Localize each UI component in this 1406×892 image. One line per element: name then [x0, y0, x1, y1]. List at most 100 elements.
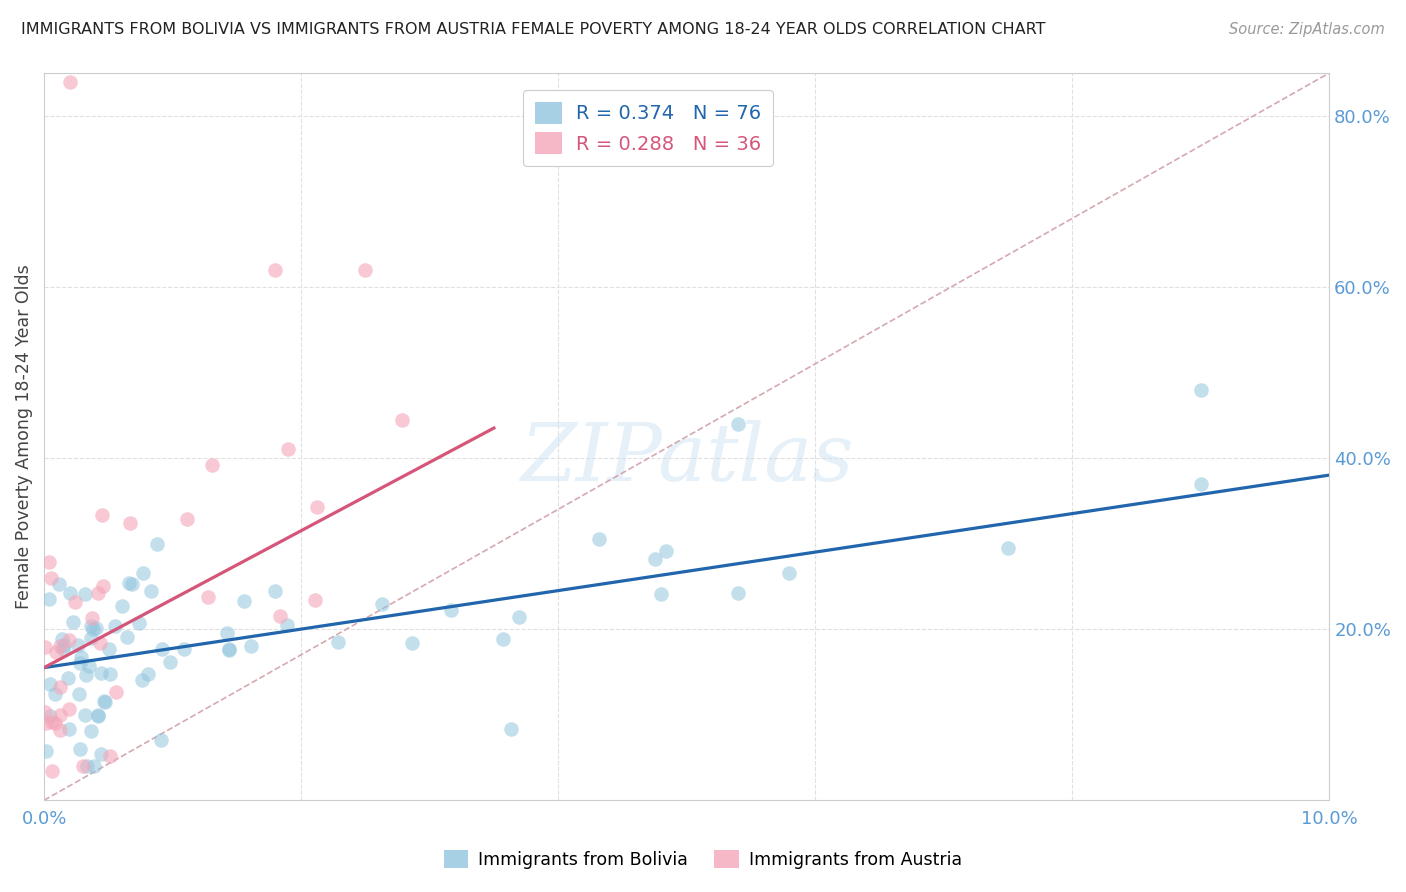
Point	[121, 577, 143, 591]
Point	[52, 642, 75, 657]
Point	[70, 649, 93, 664]
Point	[86, 708, 108, 723]
Text: ZIPatlas: ZIPatlas	[520, 419, 853, 497]
Point	[264, 583, 287, 598]
Point	[75, 587, 97, 601]
Point	[305, 500, 328, 515]
Point	[49, 723, 72, 738]
Point	[58, 702, 80, 716]
Point	[401, 636, 423, 650]
Point	[201, 458, 224, 473]
Point	[98, 642, 121, 657]
Point	[84, 621, 107, 635]
Point	[75, 708, 97, 723]
Point	[77, 658, 100, 673]
Point	[118, 575, 141, 590]
Legend: Immigrants from Bolivia, Immigrants from Austria: Immigrants from Bolivia, Immigrants from…	[437, 844, 969, 876]
Point	[239, 639, 262, 653]
Point	[87, 586, 110, 600]
Point	[58, 632, 80, 647]
Point	[82, 610, 104, 624]
Point	[104, 685, 127, 699]
Point	[38, 592, 60, 607]
Point	[370, 597, 392, 611]
Text: IMMIGRANTS FROM BOLIVIA VS IMMIGRANTS FROM AUSTRIA FEMALE POVERTY AMONG 18-24 YE: IMMIGRANTS FROM BOLIVIA VS IMMIGRANTS FR…	[21, 22, 1046, 37]
Point	[197, 590, 219, 604]
Point	[159, 655, 181, 669]
Point	[132, 566, 155, 580]
Point	[94, 695, 117, 709]
Point	[90, 666, 112, 681]
Point	[48, 680, 70, 694]
Point	[492, 632, 515, 646]
Point	[39, 571, 62, 585]
Point	[779, 566, 801, 580]
Point	[588, 532, 610, 546]
Point	[136, 666, 159, 681]
Legend: R = 0.374   N = 76, R = 0.288   N = 36: R = 0.374 N = 76, R = 0.288 N = 36	[523, 90, 773, 166]
Point	[49, 708, 72, 723]
Point	[440, 603, 463, 617]
Point	[233, 594, 256, 608]
Point	[149, 732, 172, 747]
Point	[62, 615, 84, 630]
Point	[83, 759, 105, 773]
Point	[35, 744, 58, 758]
Point	[59, 586, 82, 600]
Point	[499, 722, 522, 736]
Point	[98, 748, 121, 763]
Point	[44, 715, 66, 730]
Point	[80, 631, 103, 645]
Point	[176, 511, 198, 525]
Point	[66, 638, 89, 652]
Point	[41, 714, 63, 729]
Point	[58, 671, 80, 685]
Point	[59, 74, 82, 88]
Point	[508, 609, 530, 624]
Point	[75, 668, 97, 682]
Point	[89, 636, 111, 650]
Y-axis label: Female Poverty Among 18-24 Year Olds: Female Poverty Among 18-24 Year Olds	[15, 264, 32, 609]
Point	[91, 578, 114, 592]
Point	[104, 619, 127, 633]
Point	[128, 616, 150, 631]
Point	[49, 639, 72, 653]
Point	[67, 687, 90, 701]
Point	[87, 708, 110, 723]
Point	[173, 642, 195, 657]
Point	[655, 544, 678, 558]
Point	[98, 666, 121, 681]
Point	[45, 645, 67, 659]
Point	[727, 417, 749, 431]
Point	[131, 673, 153, 687]
Point	[264, 262, 287, 277]
Point	[218, 643, 240, 657]
Point	[328, 634, 350, 648]
Point	[69, 742, 91, 756]
Point	[276, 618, 298, 632]
Point	[34, 705, 56, 719]
Point	[44, 687, 66, 701]
Point	[644, 552, 666, 566]
Point	[82, 622, 104, 636]
Point	[51, 632, 73, 647]
Point	[115, 630, 138, 644]
Point	[111, 599, 134, 614]
Point	[139, 583, 162, 598]
Text: Source: ZipAtlas.com: Source: ZipAtlas.com	[1229, 22, 1385, 37]
Point	[69, 656, 91, 670]
Point	[91, 508, 114, 522]
Point	[1189, 383, 1212, 397]
Point	[76, 758, 98, 772]
Point	[72, 759, 94, 773]
Point	[38, 709, 60, 723]
Point	[35, 715, 58, 730]
Point	[354, 262, 377, 277]
Point	[79, 723, 101, 738]
Point	[215, 625, 238, 640]
Point	[1189, 477, 1212, 491]
Point	[38, 555, 60, 569]
Point	[34, 640, 56, 655]
Point	[41, 764, 63, 778]
Point	[79, 619, 101, 633]
